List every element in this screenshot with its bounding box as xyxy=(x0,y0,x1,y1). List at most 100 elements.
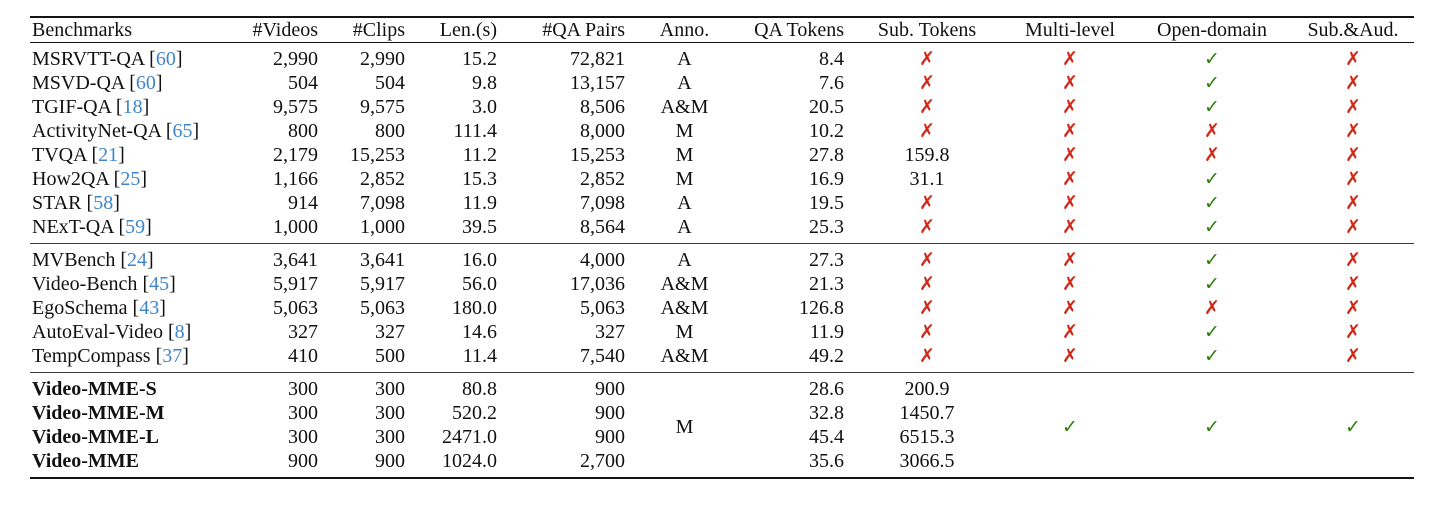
anno-cell: M xyxy=(675,321,694,343)
citation-link[interactable]: 45 xyxy=(149,273,170,295)
benchmark-name: Video-MME-M xyxy=(32,402,165,424)
len-cell: 180.0 xyxy=(452,297,497,319)
qa-pairs-cell: 2,852 xyxy=(580,168,625,190)
citation-link[interactable]: 59 xyxy=(125,216,146,238)
col-header-anno: Anno. xyxy=(627,17,742,43)
cross-icon: ✗ xyxy=(1345,72,1361,94)
cross-icon: ✗ xyxy=(919,216,935,238)
table-row: MSRVTT-QA [60] 2,990 2,990 15.2 72,821 A 8.4 ✗ ✗… xyxy=(30,43,1414,72)
citation-link[interactable]: 8 xyxy=(174,321,185,343)
videos-cell: 504 xyxy=(288,72,318,94)
cross-icon: ✗ xyxy=(1345,345,1361,367)
cross-icon: ✗ xyxy=(919,321,935,343)
multi-level-cell: ✗ xyxy=(1008,95,1132,119)
videos-cell: 300 xyxy=(288,402,318,424)
benchmark-name-cell: Video-MME-L xyxy=(30,425,245,449)
sub-tokens-cell: ✗ xyxy=(846,191,1008,215)
cross-icon: ✗ xyxy=(1062,48,1078,70)
qa-pairs-cell: 8,506 xyxy=(580,96,625,118)
clips-cell: 7,098 xyxy=(360,192,405,214)
open-domain-merged-cell: ✓ xyxy=(1132,373,1292,479)
cross-icon: ✗ xyxy=(1062,273,1078,295)
videos-cell: 300 xyxy=(288,378,318,400)
cross-icon: ✗ xyxy=(919,192,935,214)
cross-icon: ✗ xyxy=(1345,144,1361,166)
clips-cell: 2,852 xyxy=(360,168,405,190)
sub-aud-cell: ✗ xyxy=(1292,272,1414,296)
anno-cell: A&M xyxy=(660,345,709,367)
cross-icon: ✗ xyxy=(1345,216,1361,238)
videos-cell: 5,063 xyxy=(273,297,318,319)
check-icon: ✓ xyxy=(1204,168,1220,190)
qa-pairs-cell: 327 xyxy=(595,321,625,343)
citation-link[interactable]: 65 xyxy=(172,120,193,142)
citation-link[interactable]: 58 xyxy=(93,192,114,214)
sub-aud-cell: ✗ xyxy=(1292,119,1414,143)
cross-icon: ✗ xyxy=(1345,96,1361,118)
open-domain-cell: ✓ xyxy=(1132,344,1292,373)
anno-cell: M xyxy=(675,168,694,190)
benchmark-name: ActivityNet-QA xyxy=(32,120,161,142)
sub-aud-cell: ✗ xyxy=(1292,143,1414,167)
citation-link[interactable]: 60 xyxy=(155,48,176,70)
len-cell: 14.6 xyxy=(462,321,497,343)
len-cell: 2471.0 xyxy=(442,426,497,448)
len-cell: 520.2 xyxy=(452,402,497,424)
sub-tokens-cell: ✗ xyxy=(846,215,1008,244)
len-cell: 9.8 xyxy=(472,72,497,94)
videos-cell: 2,179 xyxy=(273,144,318,166)
col-header-sub-tokens: Sub. Tokens xyxy=(846,17,1008,43)
cross-icon: ✗ xyxy=(1345,249,1361,271)
clips-cell: 900 xyxy=(375,450,405,472)
check-icon: ✓ xyxy=(1204,345,1220,367)
anno-cell: M xyxy=(675,120,694,142)
sub-tokens-cell: ✗ xyxy=(846,95,1008,119)
len-cell: 1024.0 xyxy=(442,450,497,472)
citation-link[interactable]: 18 xyxy=(122,96,143,118)
citation-link[interactable]: 43 xyxy=(139,297,160,319)
qa-pairs-cell: 8,000 xyxy=(580,120,625,142)
citation-link[interactable]: 21 xyxy=(98,144,119,166)
check-icon: ✓ xyxy=(1204,72,1220,94)
videos-cell: 914 xyxy=(288,192,318,214)
sub-tokens-cell: ✗ xyxy=(846,43,1008,72)
sub-tokens-cell: ✗ xyxy=(846,119,1008,143)
table-row: STAR [58] 914 7,098 11.9 7,098 A 19.5 ✗ ✗ ✓ ✗ xyxy=(30,191,1414,215)
qa-tokens-cell: 45.4 xyxy=(809,426,844,448)
table-header: Benchmarks #Videos #Clips Len.(s) #QA Pairs A… xyxy=(30,17,1414,43)
citation-link[interactable]: 24 xyxy=(127,249,147,271)
citation-link[interactable]: 37 xyxy=(162,345,183,367)
col-header-qa-tokens: QA Tokens xyxy=(742,17,846,43)
videos-cell: 3,641 xyxy=(273,249,318,271)
cross-icon: ✗ xyxy=(1062,321,1078,343)
citation-link[interactable]: 25 xyxy=(120,168,141,190)
benchmark-name-cell: Video-Bench [45] xyxy=(32,273,176,295)
check-icon: ✓ xyxy=(1204,192,1220,214)
qa-pairs-cell: 72,821 xyxy=(570,48,625,70)
sub-aud-cell: ✗ xyxy=(1292,320,1414,344)
qa-pairs-cell: 17,036 xyxy=(570,273,625,295)
citation-link[interactable]: 60 xyxy=(135,72,156,94)
sub-aud-cell: ✗ xyxy=(1292,344,1414,373)
cross-icon: ✗ xyxy=(1062,192,1078,214)
videos-cell: 5,917 xyxy=(273,273,318,295)
videos-cell: 9,575 xyxy=(273,96,318,118)
benchmark-name-cell: MVBench [24] xyxy=(32,249,154,271)
table-row: EgoSchema [43] 5,063 5,063 180.0 5,063 A&M 126… xyxy=(30,296,1414,320)
qa-tokens-cell: 25.3 xyxy=(809,216,844,238)
qa-tokens-cell: 16.9 xyxy=(809,168,844,190)
benchmark-name-cell: TempCompass [37] xyxy=(32,345,189,367)
col-header-len: Len.(s) xyxy=(407,17,499,43)
open-domain-cell: ✓ xyxy=(1132,244,1292,273)
sub-tokens-cell: ✗ xyxy=(846,320,1008,344)
qa-pairs-cell: 15,253 xyxy=(570,144,625,166)
open-domain-cell: ✗ xyxy=(1132,296,1292,320)
multi-level-merged-cell: ✓ xyxy=(1008,373,1132,479)
sub-tokens-cell: ✗ xyxy=(846,244,1008,273)
col-header-qa-pairs: #QA Pairs xyxy=(499,17,627,43)
sub-aud-cell: ✗ xyxy=(1292,215,1414,244)
table-row: MVBench [24] 3,641 3,641 16.0 4,000 A 27.3 ✗ ✗ ✓ ✗ xyxy=(30,244,1414,273)
benchmark-name-cell: AutoEval-Video [8] xyxy=(32,321,192,343)
open-domain-cell: ✓ xyxy=(1132,272,1292,296)
videos-cell: 2,990 xyxy=(273,48,318,70)
